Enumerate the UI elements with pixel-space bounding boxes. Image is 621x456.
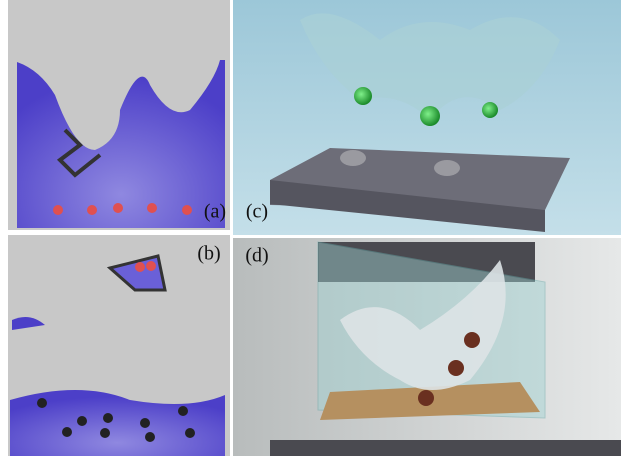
particle	[146, 261, 156, 271]
figure: (a) (b) (c) (d)	[0, 0, 621, 456]
nozzle	[434, 160, 460, 176]
panel-label: (c)	[246, 201, 268, 223]
sphere	[482, 102, 498, 118]
page: (a) (b) (c) (d) (() => { const data = JS…	[0, 0, 621, 456]
particle	[135, 262, 145, 272]
panel-label: (b)	[197, 243, 220, 265]
panel-b	[8, 235, 230, 456]
sphere	[418, 390, 434, 406]
panel-a	[8, 0, 230, 230]
sphere	[448, 360, 464, 376]
sphere	[464, 332, 480, 348]
nozzle	[340, 150, 366, 166]
panel-d	[233, 238, 621, 456]
platform	[270, 440, 621, 456]
sphere	[354, 87, 372, 105]
panel-label: (a)	[204, 201, 226, 223]
sphere	[420, 106, 440, 126]
panel-c	[233, 0, 621, 235]
panel-label: (d)	[245, 245, 268, 267]
